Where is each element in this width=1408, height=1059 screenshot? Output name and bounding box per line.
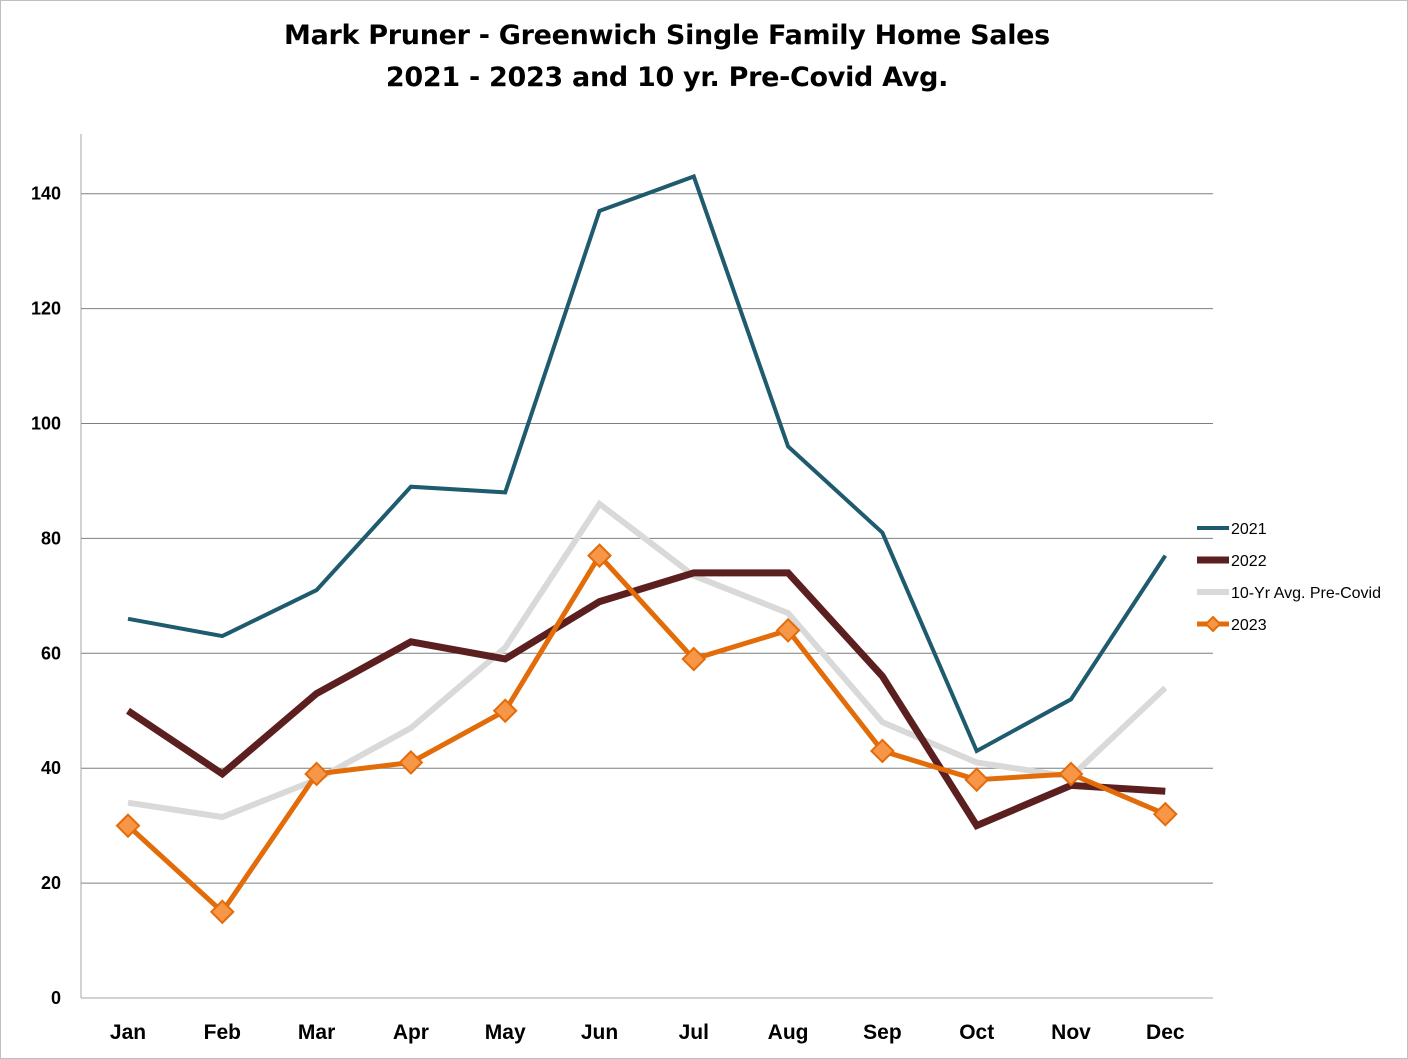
series-line-2021 <box>127 173 1167 754</box>
x-tick-labels: Jan Feb Mar Apr May Jun Jul Aug Sep Oct Nov Dec <box>110 1021 1185 1044</box>
axes <box>80 134 1213 999</box>
x-tick-label: Nov <box>1051 1021 1091 1044</box>
y-tick-label: 120 <box>31 299 61 319</box>
x-tick-label: Jul <box>679 1021 709 1044</box>
marker-2023-point <box>681 646 707 672</box>
y-tick-label: 40 <box>41 758 61 778</box>
y-tick-label: 140 <box>31 184 61 204</box>
x-tick-label: Dec <box>1146 1021 1185 1044</box>
marker-2023-point <box>775 617 801 643</box>
legend: 2021 2022 10-Yr Avg. Pre-Covid 2023 <box>1197 521 1381 634</box>
legend-label: 2021 <box>1231 521 1267 538</box>
x-tick-label: Oct <box>959 1021 994 1044</box>
series-lines <box>126 173 1168 916</box>
y-tick-label: 60 <box>41 643 61 663</box>
legend-label: 2023 <box>1231 617 1267 634</box>
y-tick-labels: 0 20 40 60 80 100 120 140 <box>31 184 61 1008</box>
series-markers <box>115 543 1178 925</box>
marker-2023-point <box>869 738 895 764</box>
marker-2023-point <box>209 899 235 925</box>
marker-2023-point <box>1058 761 1084 787</box>
series-line-2023 <box>126 551 1167 916</box>
legend-label: 10-Yr Avg. Pre-Covid <box>1231 585 1381 602</box>
x-tick-label: Sep <box>863 1021 902 1044</box>
x-tick-label: May <box>485 1021 526 1044</box>
x-tick-label: Jun <box>581 1021 618 1044</box>
series-line-2022 <box>126 569 1166 830</box>
marker-2023-point <box>964 767 990 793</box>
marker-2023-point <box>398 750 424 775</box>
marker-2023-point <box>1152 801 1178 827</box>
marker-2023-point <box>115 813 141 839</box>
x-tick-label: Mar <box>298 1021 335 1044</box>
marker-2023-point <box>304 761 330 787</box>
y-tick-label: 20 <box>41 873 61 893</box>
marker-2023-point <box>492 698 518 724</box>
y-tick-label: 0 <box>51 988 61 1008</box>
legend-swatch-marker <box>1204 615 1222 633</box>
x-tick-label: Aug <box>768 1021 809 1044</box>
x-tick-label: Feb <box>204 1021 241 1044</box>
chart-subtitle: 2021 - 2023 and 10 yr. Pre-Covid Avg. <box>385 62 949 93</box>
legend-label: 2022 <box>1231 553 1267 570</box>
chart-title: Mark Pruner - Greenwich Single Family Ho… <box>284 20 1050 51</box>
y-tick-label: 100 <box>31 414 61 434</box>
marker-2023-point <box>587 543 612 569</box>
x-tick-label: Apr <box>393 1021 429 1044</box>
x-tick-label: Jan <box>110 1021 146 1044</box>
series-line-10-yr-avg-pre-covid <box>127 499 1168 821</box>
y-tick-label: 80 <box>41 528 61 548</box>
